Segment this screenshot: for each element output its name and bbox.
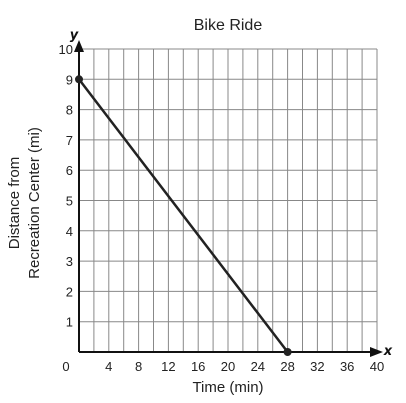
data-point [75, 75, 83, 84]
chart-title: Bike Ride [194, 17, 263, 34]
x-tick-label: 12 [161, 359, 175, 374]
y-tick-label: 10 [59, 42, 73, 57]
data-point [283, 348, 292, 356]
series-line [78, 78, 289, 353]
x-axis-arrowhead [370, 347, 383, 357]
y-tick-label: 8 [66, 103, 73, 118]
x-tick-label: 32 [310, 359, 324, 374]
axes [74, 40, 383, 357]
x-tick-label: 20 [221, 359, 235, 374]
y-tick-label: 6 [66, 163, 73, 178]
x-tick-label: 36 [340, 359, 354, 374]
y-axis-label-group: Distance from Recreation Center (mi) [6, 127, 43, 279]
y-tick-label: 4 [66, 224, 73, 239]
y-tick-label: 7 [66, 133, 73, 148]
x-axis-letter: x [383, 344, 393, 359]
x-tick-label: 16 [191, 359, 205, 374]
x-tick-label: 40 [370, 359, 384, 374]
y-tick-label: 2 [66, 284, 73, 299]
y-tick-label: 9 [66, 72, 73, 87]
x-tick-label: 4 [105, 359, 112, 374]
series [75, 75, 292, 356]
y-tick-label: 5 [66, 194, 73, 209]
y-axis-label-line-1: Distance from [6, 157, 23, 250]
y-tick-label: 3 [66, 254, 73, 269]
x-axis-label: Time (min) [192, 379, 263, 396]
grid [79, 48, 378, 352]
y-tick-label: 1 [66, 315, 73, 330]
x-tick-label: 0 [62, 359, 69, 374]
y-axis-label-line-2: Recreation Center (mi) [26, 127, 43, 279]
x-tick-label: 28 [280, 359, 294, 374]
x-tick-label: 24 [251, 359, 265, 374]
y-axis-arrowhead [74, 40, 84, 52]
x-tick-label: 8 [135, 359, 142, 374]
y-axis-letter: y [70, 28, 79, 43]
